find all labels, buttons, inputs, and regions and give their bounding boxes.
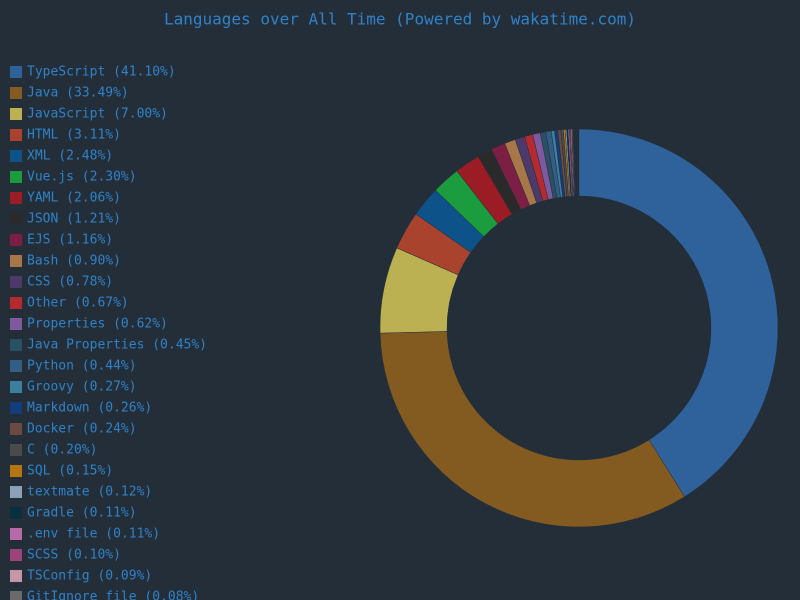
legend-label: TSConfig (0.09%)	[27, 569, 152, 584]
legend-swatch	[10, 66, 22, 78]
legend-swatch	[10, 591, 22, 600]
legend-swatch	[10, 444, 22, 456]
legend-label: Java (33.49%)	[27, 86, 129, 101]
legend-label: CSS (0.78%)	[27, 275, 113, 290]
legend-label: YAML (2.06%)	[27, 191, 121, 206]
legend-label: SQL (0.15%)	[27, 464, 113, 479]
legend-swatch	[10, 213, 22, 225]
legend-label: TypeScript (41.10%)	[27, 65, 176, 80]
legend-swatch	[10, 318, 22, 330]
chart-title: Languages over All Time (Powered by waka…	[164, 10, 636, 29]
legend-label: Docker (0.24%)	[27, 422, 137, 437]
legend-label: Python (0.44%)	[27, 359, 137, 374]
legend-swatch	[10, 507, 22, 519]
legend-swatch	[10, 339, 22, 351]
legend-swatch	[10, 549, 22, 561]
legend-swatch	[10, 255, 22, 267]
legend-label: Properties (0.62%)	[27, 317, 168, 332]
legend-label: JSON (1.21%)	[27, 212, 121, 227]
legend-label: .env file (0.11%)	[27, 527, 160, 542]
legend-label: Bash (0.90%)	[27, 254, 121, 269]
legend-swatch	[10, 381, 22, 393]
legend-label: EJS (1.16%)	[27, 233, 113, 248]
legend-label: C (0.20%)	[27, 443, 97, 458]
legend-swatch	[10, 234, 22, 246]
donut-slice	[571, 128, 576, 197]
legend-swatch	[10, 423, 22, 435]
legend-swatch	[10, 297, 22, 309]
legend-label: Other (0.67%)	[27, 296, 129, 311]
legend-swatch	[10, 87, 22, 99]
legend-swatch	[10, 570, 22, 582]
legend-label: XML (2.48%)	[27, 149, 113, 164]
legend-label: Gradle (0.11%)	[27, 506, 137, 521]
legend-swatch	[10, 528, 22, 540]
legend-label: JavaScript (7.00%)	[27, 107, 168, 122]
legend-label: textmate (0.12%)	[27, 485, 152, 500]
legend-swatch	[10, 465, 22, 477]
legend-swatch	[10, 402, 22, 414]
legend-swatch	[10, 171, 22, 183]
legend-label: SCSS (0.10%)	[27, 548, 121, 563]
legend-swatch	[10, 276, 22, 288]
legend-swatch	[10, 108, 22, 120]
legend-label: Groovy (0.27%)	[27, 380, 137, 395]
legend-label: Vue.js (2.30%)	[27, 170, 137, 185]
donut-slice	[578, 128, 779, 498]
legend-swatch	[10, 192, 22, 204]
legend-swatch	[10, 486, 22, 498]
legend-label: GitIgnore file (0.08%)	[27, 590, 199, 600]
legend-label: Markdown (0.26%)	[27, 401, 152, 416]
donut-slice	[379, 331, 685, 528]
legend-swatch	[10, 150, 22, 162]
legend-swatch	[10, 360, 22, 372]
legend-swatch	[10, 129, 22, 141]
legend-label: Java Properties (0.45%)	[27, 338, 207, 353]
legend-label: HTML (3.11%)	[27, 128, 121, 143]
